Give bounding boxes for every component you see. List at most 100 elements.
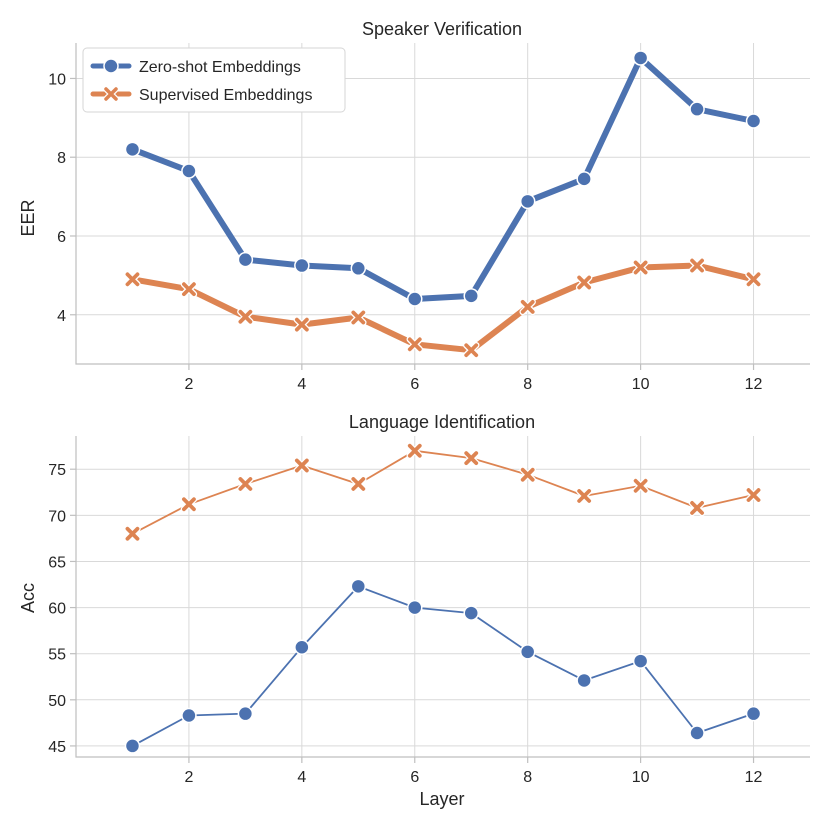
data-point-supervised [406,442,424,460]
data-point-zero-shot [632,653,649,669]
axis-spine [75,43,810,365]
x-tick-label: 12 [745,376,763,393]
data-point-zero-shot [407,599,423,616]
marker-x [464,343,479,358]
series-line-supervised [131,449,755,535]
data-point-zero-shot [237,251,254,268]
x-tick-label: 8 [523,376,532,393]
legend-label-zero-shot: Zero-shot Embeddings [139,59,301,76]
series-line-supervised [129,262,757,354]
x-axis-label: Layer [419,789,464,809]
x-tick-label: 2 [184,769,193,786]
y-tick-label: 55 [48,647,66,664]
marker-x [633,260,648,275]
data-point-supervised [575,274,593,291]
data-point-supervised [237,308,254,325]
data-point-zero-shot [745,705,762,722]
legend: Zero-shot Embeddings Supervised Embeddin… [82,47,346,113]
marker-x [407,337,422,352]
axes: 2 4 6 8 10 12 45 50 55 60 65 70 75 [48,436,810,786]
data-point-supervised [124,525,141,543]
data-point-supervised [632,477,649,495]
data-point-zero-shot [181,163,197,179]
data-point-zero-shot [124,738,141,754]
legend-box [82,47,346,113]
data-point-supervised [745,271,762,288]
marker-x [407,443,422,458]
marker-x [125,272,140,287]
y-tick-label: 45 [48,739,66,756]
data-point-zero-shot [181,707,197,724]
marker-x [746,272,761,287]
data-point-zero-shot [745,113,762,129]
data-point-supervised [745,486,762,504]
speaker-verification-chart: Speaker Verification EER 2 4 6 8 10 12 4 6 8 10 Z… [18,19,810,393]
data-point-supervised [519,466,536,483]
y-axis-label: Acc [18,583,38,613]
data-point-zero-shot [350,260,367,277]
x-tick-label: 2 [184,376,193,393]
marker-x [294,317,309,332]
data-point-zero-shot [350,578,367,595]
y-tick-label: 60 [48,601,66,618]
legend-label-supervised: Supervised Embeddings [139,87,312,104]
legend-x-marker [103,86,119,102]
data-point-supervised [462,341,480,359]
marker-x [520,299,535,314]
data-point-supervised [632,259,649,276]
data-point-supervised [575,487,593,505]
y-tick-label: 75 [48,462,66,479]
axes: 2 4 6 8 10 12 4 6 8 10 [48,43,810,393]
y-tick-label: 4 [57,308,66,325]
y-tick-label: 70 [48,508,66,525]
data-point-zero-shot [689,101,705,117]
data-point-supervised [350,309,367,326]
data-point-zero-shot [576,672,592,689]
marker-x [746,488,761,502]
data-point-zero-shot [294,257,310,274]
data-point-supervised [688,499,706,517]
data-point-supervised [350,475,367,493]
marker-x [577,275,592,290]
marker-x [182,497,196,512]
grid [76,43,810,364]
marker-x [238,309,253,324]
y-tick-label: 8 [57,150,66,167]
data-point-supervised [406,336,424,353]
y-axis-label: EER [18,199,38,236]
data-point-supervised [293,316,311,333]
language-identification-chart: Language Identification Acc Layer 2 4 6 8 10… [18,412,810,809]
plot-marks [124,442,762,754]
x-tick-label: 10 [632,769,650,786]
data-point-zero-shot [463,605,479,621]
marker-x [464,451,479,466]
marker-x [294,458,309,473]
marker-x [351,477,366,491]
chart-title: Speaker Verification [362,19,522,39]
data-point-supervised [124,271,141,288]
legend-circle-marker [103,58,119,74]
marker-x [351,310,366,325]
y-tick-label: 10 [48,71,66,88]
y-tick-label: 6 [57,229,66,246]
x-tick-label: 4 [297,376,306,393]
data-point-zero-shot [576,171,592,187]
marker-x [690,258,704,273]
x-tick-label: 4 [297,769,306,786]
data-point-zero-shot [294,639,310,655]
series-line-zero-shot [129,55,757,302]
marker-x [690,501,704,515]
data-point-zero-shot [407,291,423,307]
y-tick-label: 50 [48,693,66,710]
plot-marks [124,50,762,359]
data-point-zero-shot [632,50,649,66]
axis-spine [75,436,810,758]
x-tick-label: 6 [410,769,419,786]
data-point-zero-shot [463,288,479,304]
data-point-zero-shot [519,644,536,660]
data-point-supervised [180,280,198,298]
data-point-supervised [180,496,198,513]
data-point-zero-shot [124,141,141,158]
data-point-zero-shot [689,725,705,741]
